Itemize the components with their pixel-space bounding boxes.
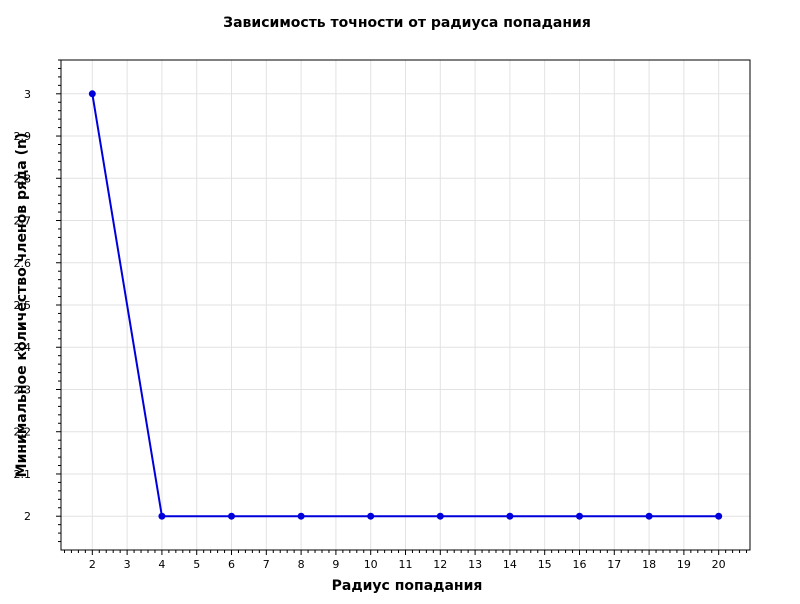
x-tick-label: 18: [642, 558, 656, 571]
data-point: [575, 512, 583, 520]
y-tick-label: 2.4: [14, 341, 32, 354]
x-tick-label: 13: [468, 558, 482, 571]
y-tick-label: 2.7: [14, 215, 32, 228]
x-tick-label: 7: [263, 558, 270, 571]
y-tick-label: 2.1: [14, 468, 32, 481]
x-tick-label: 11: [399, 558, 413, 571]
x-axis-title: Радиус попадания: [332, 578, 483, 594]
data-point: [645, 512, 653, 520]
data-point: [506, 512, 514, 520]
x-tick-label: 20: [712, 558, 726, 571]
y-tick-label: 2.3: [14, 383, 32, 396]
x-tick-label: 15: [538, 558, 552, 571]
data-point: [88, 90, 96, 98]
y-tick-label: 2.9: [14, 130, 32, 143]
x-tick-label: 10: [364, 558, 378, 571]
x-tick-label: 12: [433, 558, 447, 571]
y-tick-label: 2: [24, 510, 31, 523]
data-point: [436, 512, 444, 520]
x-tick-label: 8: [298, 558, 305, 571]
x-tick-label: 2: [89, 558, 96, 571]
y-tick-label: 2.5: [14, 299, 32, 312]
x-tick-label: 14: [503, 558, 517, 571]
y-tick-label: 3: [24, 88, 31, 101]
grid: [61, 60, 750, 550]
y-tick-label: 2.2: [14, 426, 32, 439]
chart-title: Зависимость точности от радиуса попадани…: [223, 15, 591, 31]
y-tick-label: 2.8: [14, 172, 32, 185]
x-tick-label: 9: [332, 558, 339, 571]
x-tick-label: 3: [124, 558, 131, 571]
data-point: [228, 512, 236, 520]
data-point: [297, 512, 305, 520]
x-tick-label: 5: [193, 558, 200, 571]
x-tick-label: 4: [158, 558, 165, 571]
x-tick-label: 19: [677, 558, 691, 571]
x-tick-label: 6: [228, 558, 235, 571]
series-line: [91, 93, 719, 518]
x-tick-label: 17: [607, 558, 621, 571]
series-layer: [88, 90, 723, 520]
x-tick-label: 16: [572, 558, 586, 571]
y-tick-label: 2.6: [14, 257, 32, 270]
data-point: [367, 512, 375, 520]
y-axis-title: Минимальное количество членов ряда (n): [14, 133, 30, 478]
axis-ticks: 2 3 4 5 6 7 8 9 10 11 12 13 14 15 16 17 18 19 20 2 2.1 2.2 2.3…: [14, 59, 748, 571]
data-point: [715, 512, 723, 520]
data-point: [158, 512, 166, 520]
